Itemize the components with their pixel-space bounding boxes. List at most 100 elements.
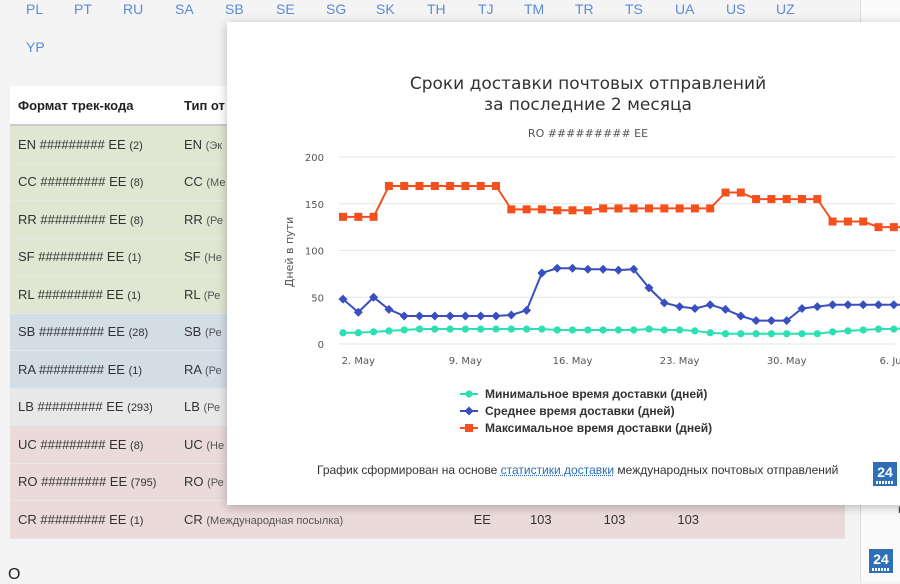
data-point bbox=[737, 189, 745, 197]
data-point bbox=[691, 327, 698, 334]
site-24-logo-icon[interactable]: 24 bbox=[868, 548, 894, 574]
country-code-link[interactable]: PT bbox=[74, 1, 92, 17]
country-code-link[interactable]: US bbox=[726, 1, 745, 17]
data-point bbox=[462, 325, 469, 332]
track-format-cell[interactable]: RR ######### EE (8) bbox=[10, 201, 176, 239]
data-point bbox=[492, 311, 501, 320]
data-point bbox=[736, 311, 745, 320]
chart-title-line2: за последние 2 месяца bbox=[484, 95, 692, 115]
series-line bbox=[339, 182, 900, 231]
x-tick-label: 9. May bbox=[449, 356, 482, 367]
country-code-link[interactable]: TR bbox=[575, 1, 594, 17]
data-point bbox=[691, 204, 699, 212]
data-point bbox=[615, 326, 622, 333]
data-point bbox=[477, 182, 485, 190]
data-point bbox=[446, 182, 454, 190]
track-format-cell[interactable]: RO ######### EE (795) bbox=[10, 463, 176, 501]
data-point bbox=[569, 326, 576, 333]
data-point bbox=[752, 195, 760, 203]
chart-subtitle: RO ######### EE bbox=[528, 127, 648, 140]
track-format-cell[interactable]: CR ######### EE (1) bbox=[10, 501, 176, 539]
track-format-cell[interactable]: RL ######### EE (1) bbox=[10, 276, 176, 314]
data-point bbox=[844, 218, 852, 226]
data-point bbox=[752, 316, 761, 325]
data-point bbox=[477, 325, 484, 332]
country-code-link[interactable]: SA bbox=[175, 1, 194, 17]
y-tick-label: 50 bbox=[311, 293, 324, 304]
country-code-link[interactable]: UA bbox=[675, 1, 694, 17]
data-point bbox=[890, 325, 897, 332]
x-tick-label: 23. May bbox=[660, 356, 700, 367]
data-point bbox=[875, 325, 882, 332]
x-tick-label: 6. Jun bbox=[880, 356, 900, 367]
x-tick-label: 30. May bbox=[767, 356, 807, 367]
country-code-link[interactable]: RU bbox=[123, 1, 143, 17]
data-point bbox=[584, 206, 592, 214]
data-point bbox=[890, 223, 898, 231]
data-point bbox=[507, 311, 516, 320]
track-format-cell[interactable]: EN ######### EE (2) bbox=[10, 125, 176, 163]
data-point bbox=[355, 329, 362, 336]
chart-footnote: График сформирован на основе статистики … bbox=[227, 463, 900, 477]
column-header-format: Формат трек-кода bbox=[10, 86, 176, 125]
data-point bbox=[767, 195, 775, 203]
table-row[interactable]: CR ######### EE (1)CR (Международная пос… bbox=[10, 501, 845, 539]
country-code-link[interactable]: TH bbox=[427, 1, 446, 17]
track-format-cell[interactable]: UC ######### EE (8) bbox=[10, 426, 176, 464]
data-point bbox=[722, 330, 729, 337]
data-point bbox=[600, 326, 607, 333]
data-point bbox=[813, 302, 822, 311]
site-24-logo-icon[interactable]: 24 bbox=[872, 461, 898, 487]
data-point bbox=[599, 204, 607, 212]
data-point bbox=[465, 407, 474, 416]
legend-item: Среднее время доставки (дней) bbox=[460, 404, 675, 418]
country-code-link[interactable]: SK bbox=[376, 1, 395, 17]
y-tick-label: 0 bbox=[318, 340, 324, 351]
data-point bbox=[522, 306, 531, 315]
delivery-statistics-link[interactable]: статистики доставки bbox=[501, 463, 615, 477]
data-point bbox=[843, 300, 852, 309]
country-code-link[interactable]: SB bbox=[225, 1, 244, 17]
legend-item: Минимальное время доставки (дней) bbox=[460, 387, 707, 401]
country-code-link[interactable]: SG bbox=[326, 1, 346, 17]
delivery-chart-modal: Сроки доставки почтовых отправлений за п… bbox=[227, 22, 900, 505]
data-point bbox=[354, 213, 362, 221]
country-code-link[interactable]: UZ bbox=[776, 1, 795, 17]
data-point bbox=[660, 204, 668, 212]
x-tick-label: 2. May bbox=[342, 356, 375, 367]
country-code-link[interactable]: TS bbox=[625, 1, 643, 17]
data-point bbox=[400, 182, 408, 190]
data-point bbox=[676, 326, 683, 333]
track-format-cell[interactable]: CC ######### EE (8) bbox=[10, 163, 176, 201]
data-point bbox=[415, 311, 424, 320]
shipment-type-cell: CR (Международная посылка) EE 103 103 10… bbox=[176, 501, 845, 539]
data-point bbox=[416, 182, 424, 190]
country-code-link[interactable]: TJ bbox=[478, 1, 494, 17]
data-point bbox=[859, 300, 868, 309]
data-point bbox=[538, 325, 545, 332]
data-point bbox=[813, 195, 821, 203]
track-format-cell[interactable]: SB ######### EE (28) bbox=[10, 313, 176, 351]
data-point bbox=[721, 305, 730, 314]
data-point bbox=[492, 182, 500, 190]
data-point bbox=[614, 266, 623, 275]
country-code-link[interactable]: SE bbox=[276, 1, 295, 17]
track-format-cell[interactable]: RA ######### EE (1) bbox=[10, 351, 176, 389]
data-point bbox=[630, 326, 637, 333]
data-point bbox=[538, 205, 546, 213]
data-point bbox=[554, 326, 561, 333]
track-format-cell[interactable]: SF ######### EE (1) bbox=[10, 238, 176, 276]
data-point bbox=[339, 329, 346, 336]
data-point bbox=[400, 311, 409, 320]
chart-legend[interactable]: Минимальное время доставки (дней) Среднее… bbox=[460, 387, 712, 435]
country-code-link[interactable]: TM bbox=[524, 1, 544, 17]
data-point bbox=[508, 325, 515, 332]
data-point bbox=[476, 311, 485, 320]
country-code-link[interactable]: YP bbox=[26, 39, 45, 55]
country-code-link[interactable]: PL bbox=[26, 1, 43, 17]
data-point bbox=[706, 204, 714, 212]
data-point bbox=[416, 325, 423, 332]
legend-item: Максимальное время доставки (дней) bbox=[460, 421, 712, 435]
data-point bbox=[553, 206, 561, 214]
track-format-cell[interactable]: LB ######### EE (293) bbox=[10, 388, 176, 426]
